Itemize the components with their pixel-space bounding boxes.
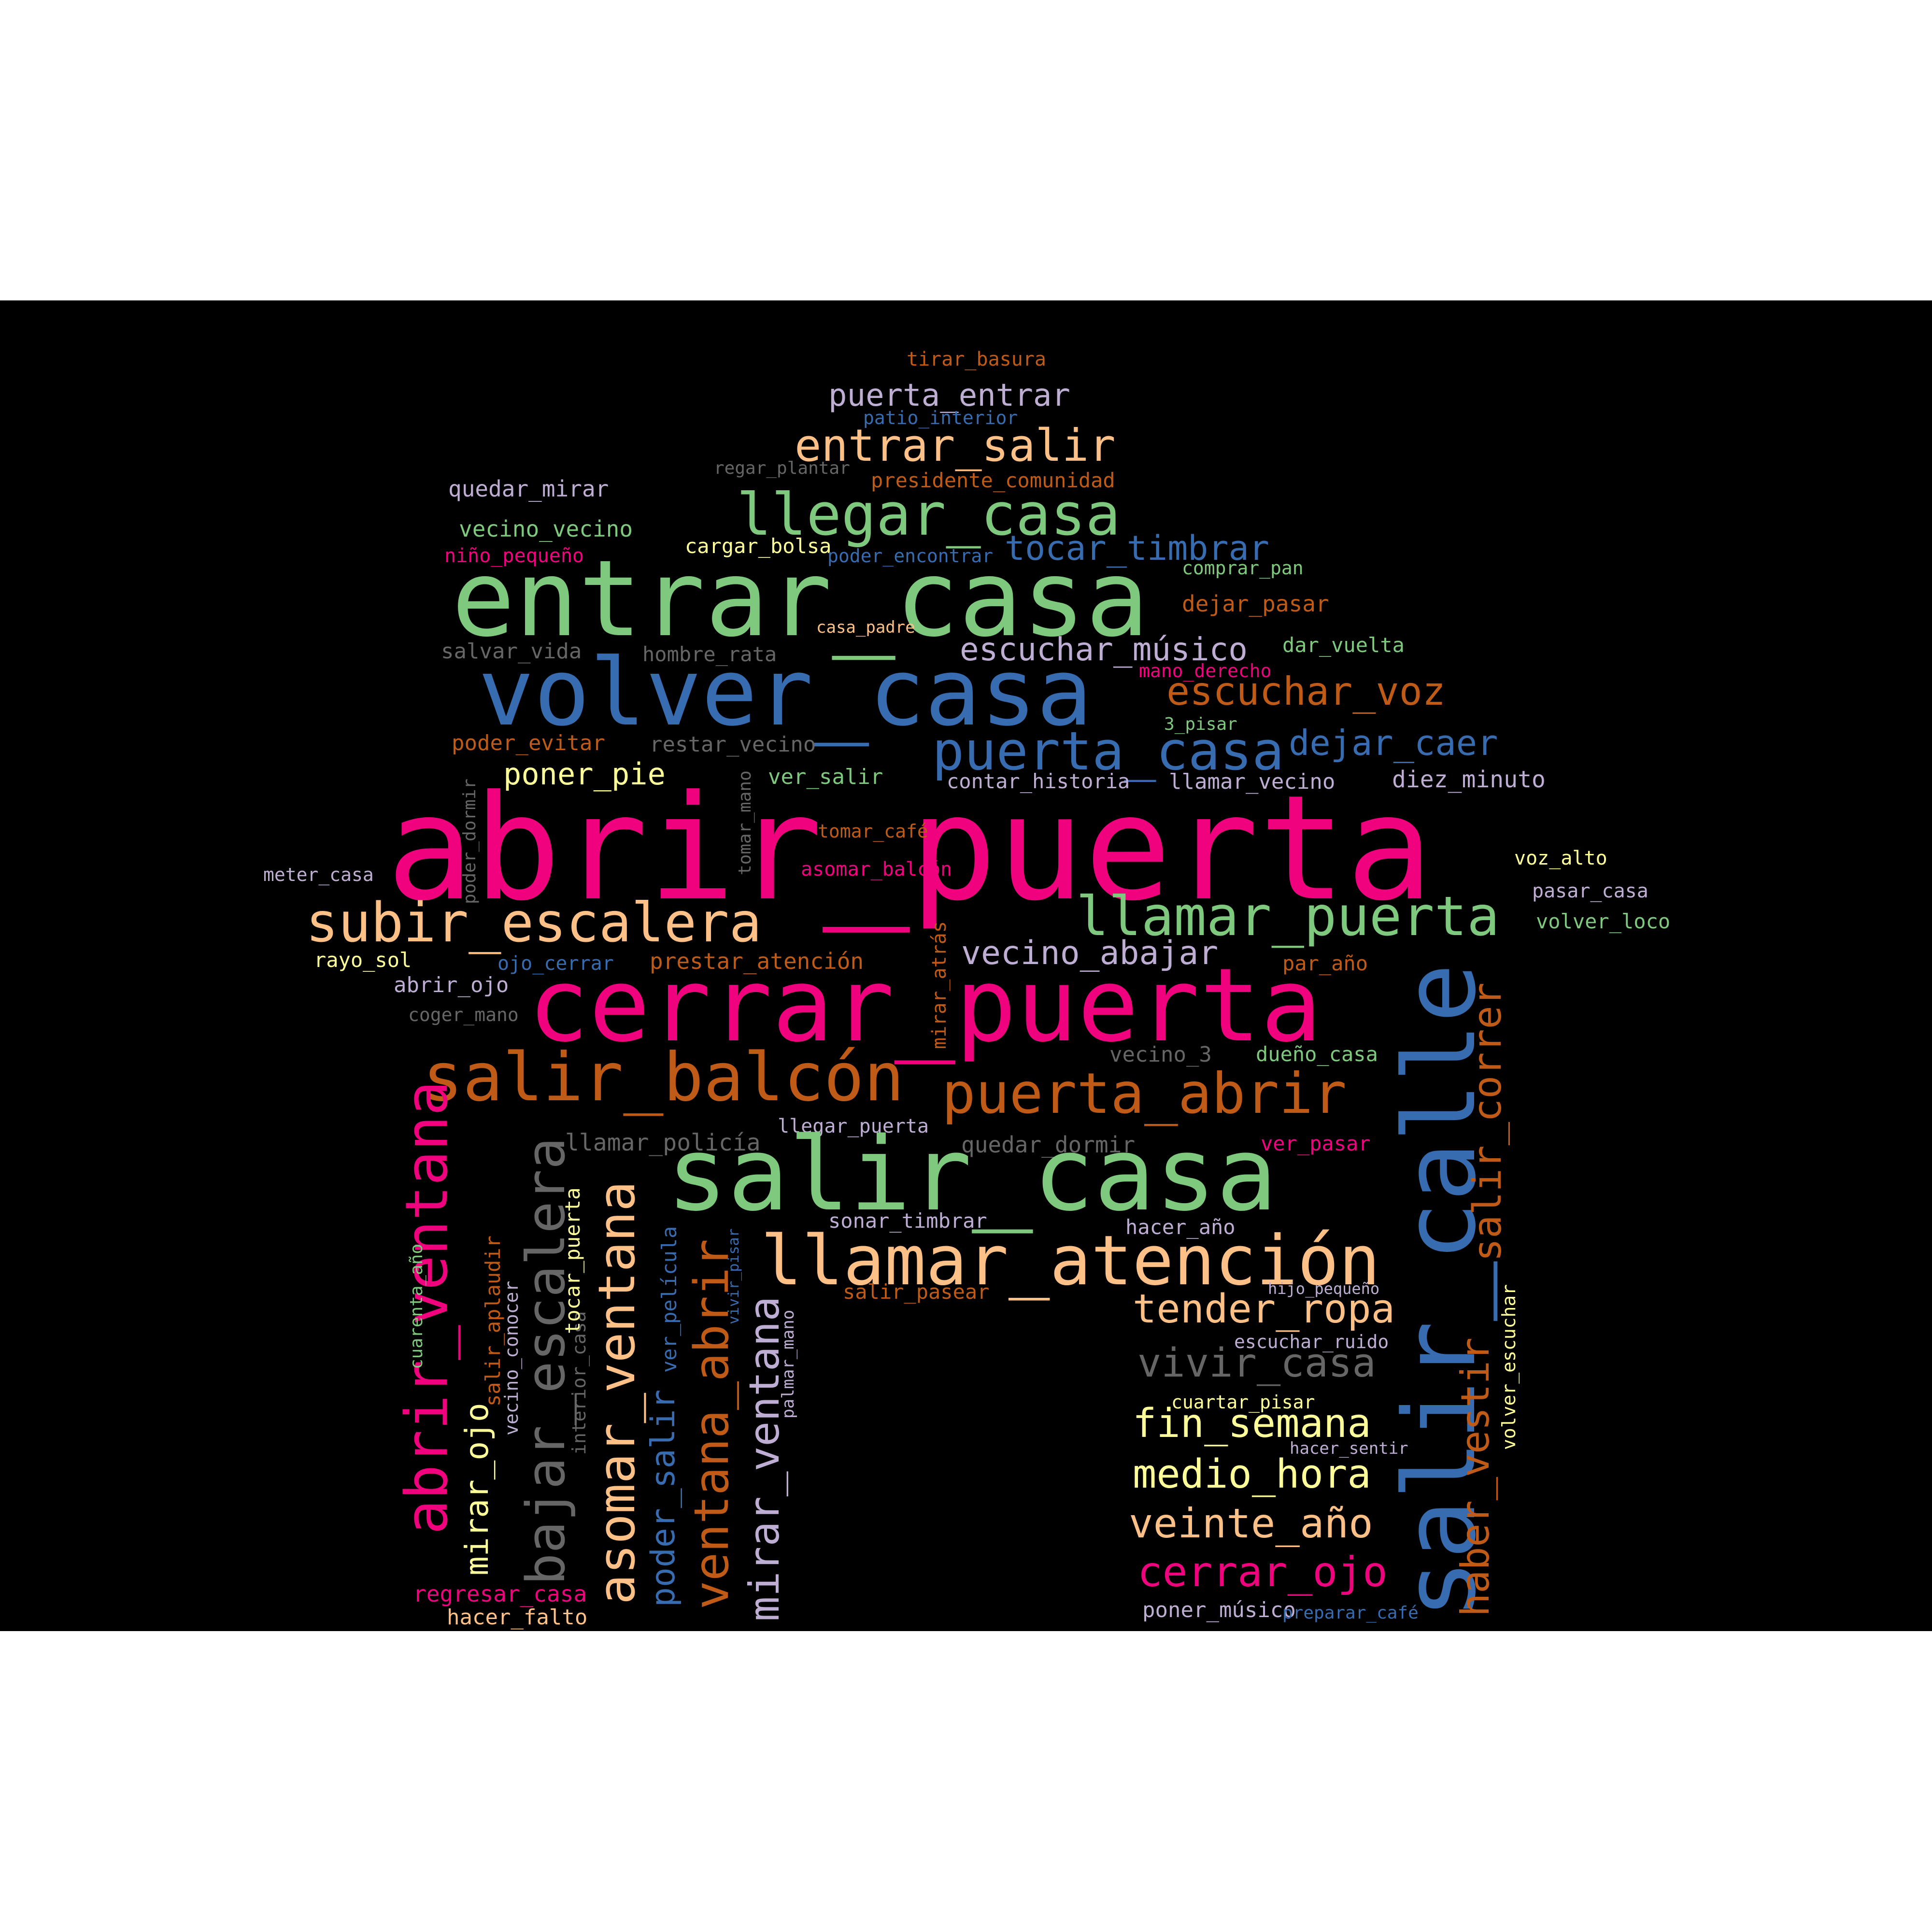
word: ver_pasar: [1261, 1132, 1371, 1155]
word: veinte_año: [1129, 1500, 1373, 1547]
word: salir_casa: [667, 1115, 1278, 1234]
word: palmar_mano: [779, 1309, 798, 1419]
word: tirar_basura: [907, 348, 1046, 370]
word: llegar_puerta: [778, 1115, 929, 1137]
word: meter_casa: [263, 864, 374, 885]
word: volver_escuchar: [1498, 1284, 1520, 1450]
word: entrar_salir: [795, 420, 1116, 471]
word: ver_salir: [768, 765, 883, 789]
word: abrir_ojo: [394, 973, 509, 997]
word: hacer_sentir: [1290, 1439, 1408, 1458]
word: salvar_vida: [441, 639, 582, 664]
word: salir_pasear: [843, 1280, 990, 1304]
word: vivir_casa: [1137, 1340, 1376, 1386]
word: escuchar_voz: [1166, 669, 1446, 714]
word: llamar_policía: [565, 1129, 761, 1156]
word: rayo_sol: [314, 948, 412, 972]
word: hijo_pequeño: [1268, 1279, 1380, 1298]
word: salir_correr: [1465, 982, 1510, 1262]
word: tender_ropa: [1133, 1286, 1395, 1332]
word: dueño_casa: [1256, 1042, 1378, 1066]
word: escuchar_músico: [960, 631, 1248, 668]
word: ojo_cerrar: [497, 952, 614, 975]
word: poder_encontrar: [827, 545, 994, 567]
word: hacer_año: [1125, 1215, 1236, 1239]
word: presidente_comunidad: [871, 469, 1115, 492]
word: diez_minuto: [1392, 766, 1546, 793]
word: fin_semana: [1133, 1401, 1371, 1447]
word: salir_balcón: [423, 1038, 904, 1116]
word: preparar_café: [1282, 1603, 1419, 1623]
word: llegar_casa: [737, 482, 1121, 549]
word: regresar_casa: [413, 1581, 587, 1607]
word: puerta_casa: [932, 720, 1284, 782]
word: volver_loco: [1536, 909, 1671, 933]
word: medio_hora: [1133, 1451, 1371, 1497]
word: poner_músico: [1142, 1598, 1296, 1622]
word: vivir_pisar: [725, 1228, 742, 1324]
word: abrir_puerta: [386, 764, 1434, 933]
word: llamar_puerta: [1076, 885, 1500, 948]
word: vecino_3: [1109, 1042, 1212, 1067]
word: contar_historia: [947, 769, 1130, 793]
word: poner_pie: [503, 756, 666, 792]
word: puerta_entrar: [828, 378, 1070, 413]
word: ver_película: [657, 1226, 681, 1373]
word: vecino_abajar: [961, 934, 1219, 972]
word: cuartar_pisar: [1171, 1392, 1315, 1413]
word: dar_vuelta: [1282, 633, 1405, 657]
word: tocar_puerta: [561, 1187, 584, 1334]
word: cargar_bolsa: [685, 534, 832, 558]
word: 3_pisar: [1164, 714, 1237, 734]
word: poder_salir: [644, 1389, 682, 1607]
word: cerrar_puerta: [528, 946, 1322, 1065]
word: dejar_pasar: [1182, 591, 1329, 617]
word: asomar_balcón: [801, 858, 952, 881]
word: patio_interior: [863, 407, 1018, 428]
word-cloud: tirar_basura puerta_entrar patio_interio…: [0, 300, 1932, 1631]
word: comprar_pan: [1182, 557, 1304, 579]
word: llamar_vecino: [1169, 769, 1335, 794]
word: volver_casa: [478, 639, 1093, 747]
word: escuchar_ruido: [1234, 1331, 1389, 1352]
word: entrar_casa: [452, 538, 1149, 660]
word: puerta_abrir: [942, 1061, 1347, 1126]
word: tomar_café: [818, 821, 928, 842]
word: hacer_falto: [447, 1605, 588, 1630]
word: poder_evitar: [452, 731, 605, 755]
word: prestar_atención: [650, 948, 864, 974]
word: restar_vecino: [650, 732, 816, 757]
word: cuarenta_año: [407, 1243, 426, 1369]
word: quedar_dormir: [961, 1132, 1136, 1158]
word: pasar_casa: [1532, 880, 1648, 902]
word: vecino_vecino: [459, 516, 633, 542]
word: par_año: [1282, 952, 1368, 975]
word: dejar_caer: [1289, 723, 1498, 763]
word: asomar_ventana: [587, 1181, 646, 1605]
word: salir_aplaudir: [481, 1235, 505, 1406]
word: voz_alto: [1514, 847, 1607, 869]
word: regar_plantar: [714, 458, 850, 478]
word: hombre_rata: [642, 642, 777, 666]
word: mirar_ojo: [458, 1403, 496, 1576]
word: mano_derecho: [1139, 660, 1272, 682]
word: niño_pequeño: [444, 545, 584, 567]
word: sonar_timbrar: [828, 1209, 987, 1233]
word: casa_padre: [816, 618, 915, 637]
word: haber_vestir: [1453, 1337, 1498, 1617]
word: subir_escalera: [306, 892, 762, 954]
word: tocar_timbrar: [1005, 528, 1269, 568]
word: coger_mano: [408, 1004, 519, 1025]
word: cerrar_ojo: [1137, 1548, 1388, 1596]
word: quedar_mirar: [448, 476, 609, 502]
word: llamar_atención: [761, 1221, 1380, 1301]
